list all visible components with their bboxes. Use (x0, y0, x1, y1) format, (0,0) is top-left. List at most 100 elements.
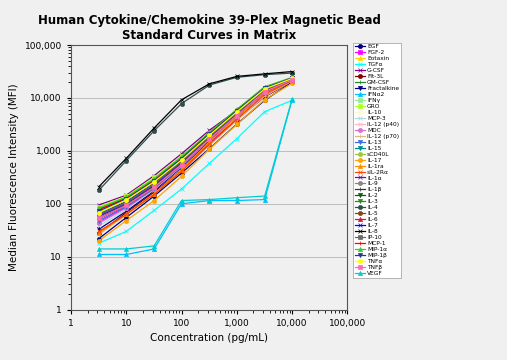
IL-3 (262, 87, 268, 91)
MIP-1β (234, 108, 240, 113)
IL-10 (96, 211, 102, 215)
MIP-1β (178, 157, 185, 161)
Y-axis label: Median Fluorescence Intensity (MFI): Median Fluorescence Intensity (MFI) (9, 84, 19, 271)
IL-15 (123, 201, 129, 205)
IL-12 (p70) (96, 233, 102, 237)
Fractalkine (206, 138, 212, 143)
sCD40L (178, 155, 185, 159)
IFNγ (178, 161, 185, 165)
TNFα (262, 87, 268, 91)
IL-1α (206, 135, 212, 140)
IL-3 (151, 180, 157, 184)
Line: MIP-1β: MIP-1β (97, 76, 294, 213)
IL-5 (234, 113, 240, 117)
IFNα2 (151, 247, 157, 251)
IL-17 (178, 174, 185, 179)
IL-6 (178, 156, 185, 160)
Line: G-CSF: G-CSF (97, 76, 294, 207)
IL-4 (178, 102, 185, 106)
sIL-2Rα (96, 229, 102, 234)
IL-7 (123, 200, 129, 204)
Line: IL-15: IL-15 (97, 77, 294, 219)
IL-1β (234, 113, 240, 117)
TGFα (262, 109, 268, 114)
sIL-2Rα (123, 212, 129, 216)
TGFα (123, 229, 129, 234)
Line: MCP-1: MCP-1 (97, 76, 294, 212)
IL-1ra (262, 90, 268, 94)
IL-12 (p40) (206, 137, 212, 141)
sIL-2Rα (178, 169, 185, 174)
IP-10 (178, 159, 185, 164)
IFNα2 (123, 252, 129, 257)
IFNγ (123, 202, 129, 207)
Line: GRO: GRO (97, 76, 294, 209)
IL-10 (151, 180, 157, 184)
G-CSF (96, 203, 102, 207)
IL-12 (p70) (206, 143, 212, 147)
IL-17 (289, 81, 295, 86)
Line: IL-17: IL-17 (97, 81, 294, 243)
EGF (262, 98, 268, 103)
Legend: EGF, FGF-2, Eotaxin, TGFα, G-CSF, Flt-3L, GM-CSF, Fractalkine, IFNα2, IFNγ, GRO,: EGF, FGF-2, Eotaxin, TGFα, G-CSF, Flt-3L… (353, 42, 401, 278)
MIP-1α (178, 155, 185, 159)
Line: Flt-3L: Flt-3L (97, 79, 294, 235)
IL-12 (p40) (234, 114, 240, 118)
IL-12 (p40) (151, 185, 157, 189)
IL-9 (262, 89, 268, 94)
MDC (262, 90, 268, 94)
IL-10 (123, 198, 129, 202)
IP-10 (234, 111, 240, 116)
IL-12 (p70) (262, 94, 268, 98)
IL-8 (96, 185, 102, 189)
Line: IL-1ra: IL-1ra (97, 79, 294, 235)
IL-4 (289, 71, 295, 75)
sCD40L (206, 131, 212, 135)
Fractalkine (123, 209, 129, 213)
IL-4 (206, 83, 212, 87)
MIP-1α (234, 107, 240, 112)
MCP-1 (178, 156, 185, 160)
Line: IL-9: IL-9 (97, 78, 294, 220)
Line: sIL-2Rα: sIL-2Rα (97, 78, 294, 234)
TNFα (123, 198, 129, 202)
Line: IP-10: IP-10 (97, 77, 294, 216)
TNFα (178, 158, 185, 162)
MDC (151, 187, 157, 191)
IL-10 (206, 134, 212, 138)
VEGF (206, 197, 212, 202)
IL-13 (234, 113, 240, 118)
EGF (151, 194, 157, 198)
TNFβ (123, 203, 129, 208)
IL-12 (p40) (178, 162, 185, 167)
TGFα (178, 187, 185, 191)
IL-3 (178, 158, 185, 162)
IFNγ (206, 135, 212, 140)
IL-3 (96, 211, 102, 215)
sCD40L (262, 86, 268, 90)
IL-10 (262, 88, 268, 92)
IL-17 (96, 239, 102, 243)
MIP-1β (151, 179, 157, 183)
IL-2 (289, 77, 295, 81)
IL-17 (123, 219, 129, 223)
TNFβ (96, 216, 102, 221)
IL-12 (p70) (151, 192, 157, 196)
FGF-2 (96, 220, 102, 224)
IL-9 (289, 78, 295, 82)
IL-4 (234, 75, 240, 80)
IL-8 (234, 74, 240, 78)
IL-12 (p70) (178, 168, 185, 173)
Line: IL-8: IL-8 (97, 69, 294, 189)
IL-9 (96, 216, 102, 221)
EGF (96, 237, 102, 241)
IL-1ra (151, 192, 157, 196)
IL-5 (178, 162, 185, 166)
VEGF (123, 247, 129, 251)
VEGF (262, 194, 268, 198)
IL-6 (262, 85, 268, 90)
IL-1β (289, 78, 295, 82)
sIL-2Rα (206, 142, 212, 147)
IL-1ra (96, 231, 102, 235)
MCP-1 (262, 85, 268, 90)
